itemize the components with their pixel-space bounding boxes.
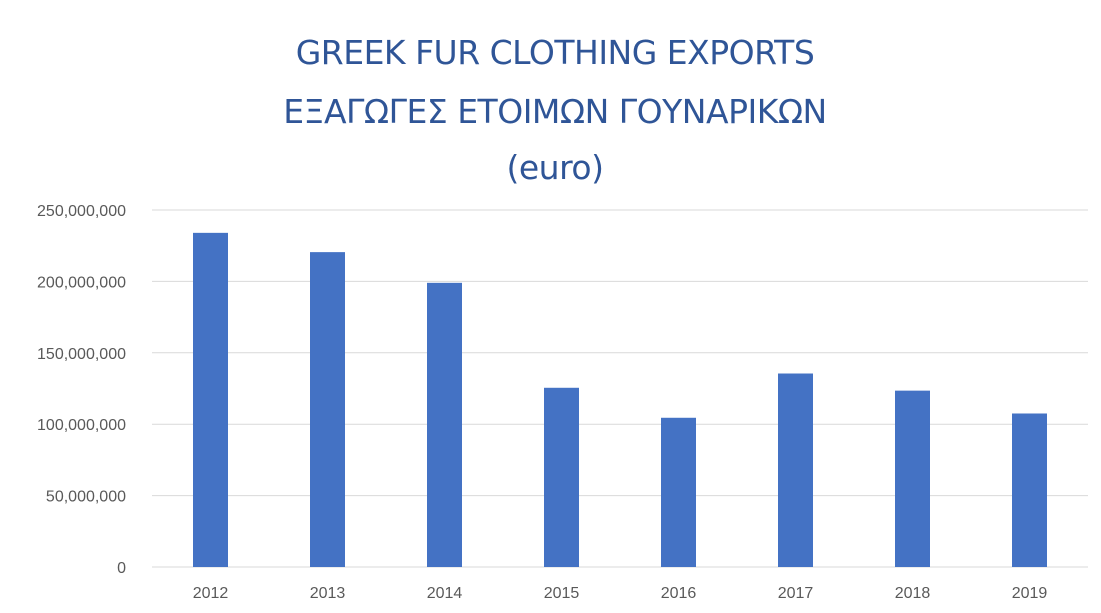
x-tick-label: 2016: [661, 585, 697, 602]
y-tick-label: 100,000,000: [37, 417, 126, 434]
bar-2015: [544, 387, 579, 567]
x-tick-label: 2017: [778, 585, 814, 602]
x-axis-tick-labels: 2012 2013 2014 2015 2016 2017 2018 2019: [193, 585, 1048, 602]
bar-2019: [1012, 413, 1047, 567]
bar-2016: [661, 417, 696, 567]
y-axis-tick-labels: 0 50,000,000 100,000,000 150,000,000 200,000…: [37, 203, 126, 577]
y-tick-label: 0: [117, 560, 126, 577]
gridlines: [152, 209, 1088, 568]
bar-2018: [895, 390, 930, 567]
chart-title-line-3: (euro): [507, 148, 604, 187]
bar-2017: [778, 373, 813, 567]
x-tick-label: 2015: [544, 585, 580, 602]
y-tick-label: 250,000,000: [37, 203, 126, 220]
chart-title-line-2: ΕΞΑΓΩΓΕΣ ΕΤΟΙΜΩΝ ΓΟΥΝΑΡΙΚΩΝ: [283, 92, 827, 131]
y-tick-label: 200,000,000: [37, 274, 126, 291]
bar-2012: [193, 232, 228, 567]
chart-title-line-1: GREEK FUR CLOTHING EXPORTS: [296, 33, 815, 72]
x-tick-label: 2012: [193, 585, 229, 602]
x-tick-label: 2013: [310, 585, 346, 602]
x-tick-label: 2014: [427, 585, 463, 602]
y-tick-label: 50,000,000: [46, 489, 126, 506]
x-tick-label: 2019: [1012, 585, 1048, 602]
bar-2013: [310, 252, 345, 567]
chart-title: GREEK FUR CLOTHING EXPORTS ΕΞΑΓΩΓΕΣ ΕΤΟΙ…: [283, 33, 827, 187]
bars: [193, 232, 1047, 567]
y-tick-label: 150,000,000: [37, 346, 126, 363]
bar-2014: [427, 282, 462, 567]
x-tick-label: 2018: [895, 585, 931, 602]
